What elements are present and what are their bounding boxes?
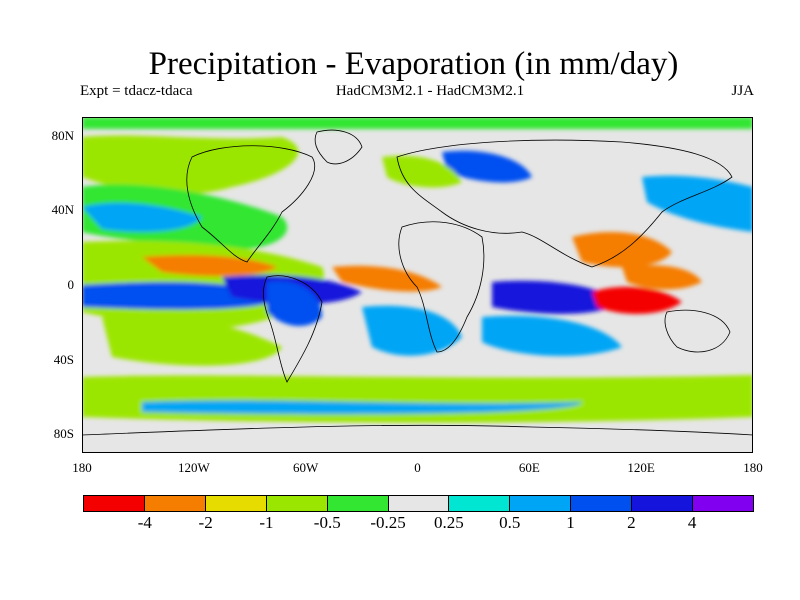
colorbar-swatch: [693, 496, 753, 511]
field-arctic-band: [82, 117, 753, 129]
map-panel: [82, 117, 753, 453]
coast-australia: [664, 309, 731, 353]
coastlines: [82, 129, 753, 436]
field-north-pacific-east: [642, 175, 753, 232]
colorbar-label: -0.5: [313, 513, 341, 532]
field-southern-ocean-blue: [142, 400, 582, 415]
field-southern-ocean: [82, 375, 753, 423]
field-north-atlantic: [82, 135, 299, 195]
colorbar-swatch: [144, 496, 206, 511]
field-atlantic-orange: [332, 265, 442, 292]
coast-antarctica: [82, 424, 753, 436]
field-contours: [82, 117, 753, 453]
lon-tick-label: 120E: [627, 460, 655, 475]
field-north-pacific-blue: [82, 202, 202, 232]
field-south-america-blue: [267, 281, 322, 327]
field-south-pacific: [102, 315, 282, 366]
coast-eurasia: [396, 139, 733, 268]
lon-tick-label: 60E: [518, 460, 540, 475]
field-indian-ocean-blue: [492, 280, 622, 314]
lon-tick-label: 0: [414, 460, 421, 475]
field-europe-green: [382, 155, 462, 188]
field-maritime-red: [592, 286, 682, 314]
colorbar-label: 0.25: [434, 513, 464, 532]
colorbar-swatch: [327, 496, 389, 511]
colorbar-label: -2: [198, 513, 213, 532]
colorbar: [83, 495, 754, 512]
field-antarctica: [82, 429, 753, 453]
model-label: HadCM3M2.1 - HadCM3M2.1: [335, 83, 525, 99]
colorbar-swatch: [84, 496, 145, 511]
colorbar-swatch: [449, 496, 511, 511]
lon-tick-label: 180: [743, 460, 763, 475]
colorbar-swatch: [632, 496, 694, 511]
colorbar-swatch: [266, 496, 328, 511]
pe-field-map: [82, 117, 753, 453]
colorbar-label: 4: [687, 513, 697, 532]
plot-title: Precipitation - Evaporation (in mm/day): [148, 46, 679, 82]
lon-tick-label: 180: [72, 460, 92, 475]
colorbar-label: -4: [137, 513, 152, 532]
colorbar-swatch: [510, 496, 572, 511]
colorbar-label: 2: [627, 513, 636, 532]
map-border: [82, 117, 753, 453]
lon-tick-label: 60W: [293, 460, 319, 475]
lat-tick-label: 40N: [51, 202, 74, 218]
coast-north-america: [186, 145, 315, 263]
lat-tick-label: 40S: [53, 351, 74, 367]
field-siberia-blue: [442, 150, 532, 183]
lat-tick-label: 80S: [53, 426, 74, 442]
field-asia-monsoon-red: [572, 232, 672, 268]
coast-greenland: [314, 129, 363, 165]
colorbar-swatch: [571, 496, 633, 511]
field-south-atlantic-blue: [362, 305, 462, 356]
colorbar-swatch: [388, 496, 450, 511]
colorbar-swatch: [205, 496, 267, 511]
coast-africa: [398, 221, 485, 353]
season-label: JJA: [731, 83, 754, 99]
colorbar-label: -0.25: [370, 513, 406, 532]
field-wp-orange: [622, 265, 702, 290]
lon-tick-label: 120W: [177, 460, 210, 475]
experiment-label: Expt = tdacz-tdaca: [80, 83, 193, 99]
field-indian-ocean-south: [482, 315, 622, 357]
colorbar-label: 1: [566, 513, 575, 532]
colorbar-label: 0.5: [499, 513, 521, 532]
colorbar-label: -1: [259, 513, 274, 532]
lat-tick-label: 0: [67, 277, 75, 292]
coast-south-america: [263, 275, 323, 383]
lat-tick-label: 80N: [51, 127, 74, 143]
